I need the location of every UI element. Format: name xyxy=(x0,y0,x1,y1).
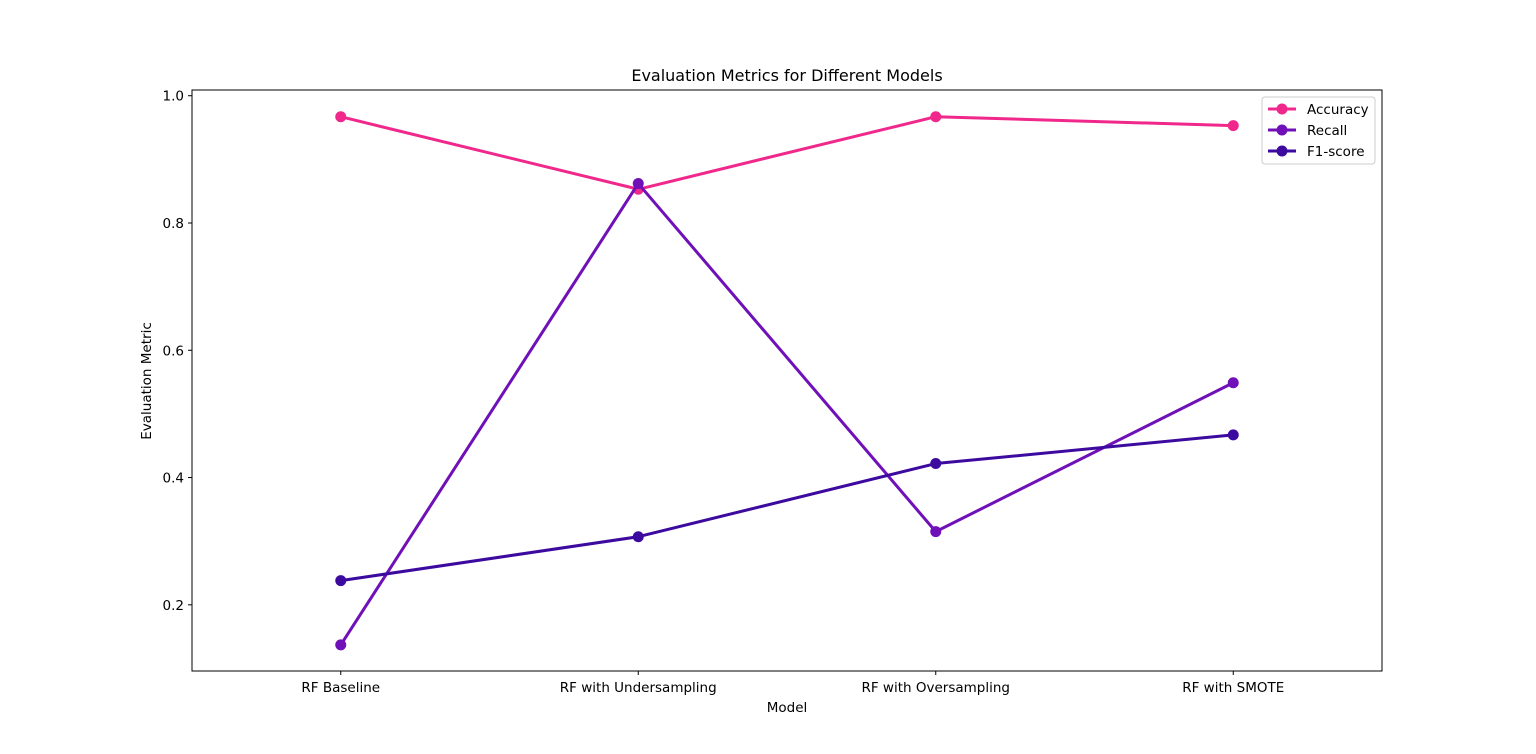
data-point-recall xyxy=(632,178,644,190)
series-line-recall xyxy=(339,182,1235,647)
data-point-f1-score xyxy=(335,575,347,587)
legend-label-f1-score: F1-score xyxy=(1307,144,1365,160)
x-tick-label: RF with Oversampling xyxy=(862,680,1011,696)
data-point-f1-score xyxy=(632,531,644,543)
legend-marker-accuracy xyxy=(1276,103,1288,115)
legend-marker-recall xyxy=(1276,124,1288,136)
data-point-recall xyxy=(1227,377,1239,389)
data-point-recall xyxy=(930,526,942,538)
y-tick-label: 0.2 xyxy=(163,598,184,614)
series-line-accuracy xyxy=(339,115,1235,191)
y-tick-label: 0.4 xyxy=(163,471,184,487)
y-axis: 0.2 0.4 0.6 0.8 1.0 xyxy=(163,89,192,614)
legend-label-accuracy: Accuracy xyxy=(1307,102,1369,118)
x-tick-label: RF with Undersampling xyxy=(560,680,717,696)
series-line-f1-score xyxy=(339,433,1235,583)
y-tick-label: 1.0 xyxy=(163,89,184,105)
data-point-accuracy xyxy=(930,111,942,123)
legend-label-recall: Recall xyxy=(1307,123,1347,139)
data-point-f1-score xyxy=(930,458,942,470)
x-axis: RF Baseline RF with Undersampling RF with … xyxy=(301,671,1284,696)
y-tick-label: 0.8 xyxy=(163,216,184,232)
plot-area-frame xyxy=(191,89,1383,672)
data-point-recall xyxy=(335,639,347,651)
legend-frame xyxy=(1261,96,1376,165)
legend-marker-f1-score xyxy=(1276,145,1288,157)
data-point-accuracy xyxy=(335,111,347,123)
data-point-f1-score xyxy=(1227,429,1239,441)
chart-title: Evaluation Metrics for Different Models xyxy=(631,66,942,85)
x-axis-label: Model xyxy=(767,700,808,716)
x-tick-label: RF Baseline xyxy=(301,680,380,696)
x-tick-label: RF with SMOTE xyxy=(1182,680,1284,696)
series-layer xyxy=(335,111,1239,651)
legend: Accuracy Recall F1-score xyxy=(1261,96,1376,165)
y-axis-label: Evaluation Metric xyxy=(139,322,155,440)
data-point-accuracy xyxy=(1227,120,1239,132)
y-tick-label: 0.6 xyxy=(163,343,184,359)
